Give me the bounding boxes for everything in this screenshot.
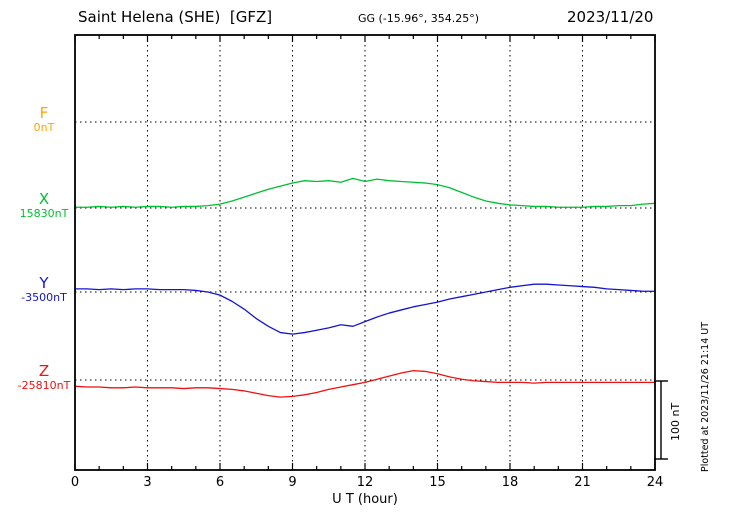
- x-tick-0: 0: [70, 475, 80, 490]
- channel-baseline-F: 0nT: [33, 121, 55, 135]
- channel-baseline-Z: -25810nT: [17, 379, 71, 393]
- x-tick-3: 3: [143, 475, 152, 490]
- x-tick-24: 24: [646, 475, 664, 490]
- channel-letter-Y: Y: [39, 274, 49, 292]
- x-tick-9: 9: [288, 475, 297, 490]
- channel-baseline-X: 15830nT: [19, 207, 69, 221]
- channel-label-Y: Y -3500nT: [12, 274, 76, 305]
- channel-label-F: F 0nT: [12, 104, 76, 135]
- x-tick-6: 6: [215, 475, 225, 490]
- channel-letter-Z: Z: [38, 362, 50, 380]
- station-title: Saint Helena (SHE) [GFZ]: [78, 8, 273, 26]
- scale-bar-label: 100 nT: [669, 402, 682, 441]
- x-tick-18: 18: [501, 475, 519, 490]
- coordinates-label: GG (-15.96°, 354.25°): [358, 12, 480, 25]
- channel-letter-X: X: [38, 190, 50, 208]
- plotted-at-label: Plotted at 2023/11/26 21:14 UT: [700, 321, 711, 472]
- channel-label-X: X 15830nT: [12, 190, 76, 221]
- x-tick-15: 15: [429, 475, 446, 490]
- x-tick-21: 21: [574, 475, 591, 490]
- channel-label-Z: Z -25810nT: [12, 362, 76, 393]
- x-axis-label: U T (hour): [332, 492, 398, 507]
- x-tick-12: 12: [356, 475, 374, 490]
- date-label: 2023/11/20: [567, 8, 654, 26]
- channel-baseline-Y: -3500nT: [21, 291, 67, 305]
- channel-letter-F: F: [39, 104, 49, 122]
